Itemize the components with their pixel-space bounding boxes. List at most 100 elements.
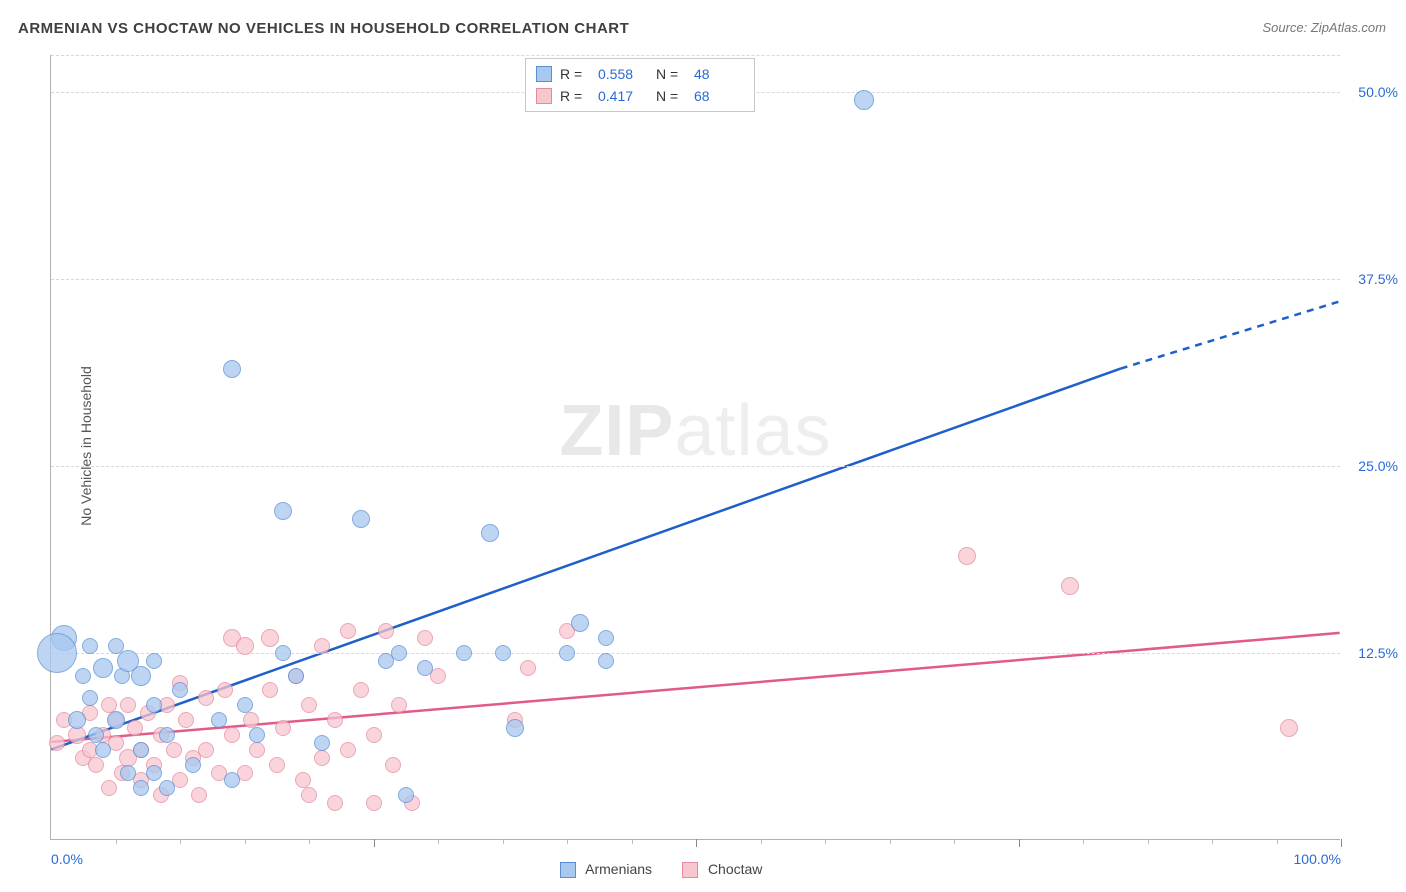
r-value-blue: 0.558 [598,66,648,82]
scatter-point-pink [127,720,143,736]
scatter-point-blue [391,645,407,661]
scatter-point-pink [191,787,207,803]
scatter-point-pink [340,742,356,758]
scatter-point-blue [133,780,149,796]
scatter-point-blue [598,653,614,669]
scatter-point-pink [327,712,343,728]
scatter-point-pink [417,630,433,646]
y-tick-label: 50.0% [1358,84,1398,100]
scatter-point-pink [353,682,369,698]
scatter-point-blue [352,510,370,528]
scatter-point-pink [327,795,343,811]
scatter-point-pink [295,772,311,788]
plot-area: ZIPatlas 12.5%25.0%37.5%50.0%0.0%100.0% [50,55,1340,840]
legend-stats: R = 0.558 N = 48 R = 0.417 N = 68 [525,58,755,112]
x-tick-label: 0.0% [51,851,83,867]
n-label: N = [656,88,686,104]
n-label: N = [656,66,686,82]
scatter-point-pink [1280,719,1298,737]
x-tick [1212,839,1213,844]
scatter-point-blue [88,727,104,743]
x-tick [180,839,181,844]
scatter-point-blue [37,633,77,673]
chart-root: ARMENIAN VS CHOCTAW NO VEHICLES IN HOUSE… [0,0,1406,892]
scatter-point-pink [391,697,407,713]
scatter-point-pink [340,623,356,639]
watermark: ZIPatlas [559,390,831,472]
scatter-point-pink [198,690,214,706]
scatter-point-blue [224,772,240,788]
scatter-point-pink [301,697,317,713]
scatter-point-pink [385,757,401,773]
scatter-point-pink [958,547,976,565]
scatter-point-blue [82,690,98,706]
x-tick [1019,839,1020,847]
scatter-point-blue [82,638,98,654]
source-label: Source: ZipAtlas.com [1262,20,1386,35]
scatter-point-pink [378,623,394,639]
x-tick [761,839,762,844]
scatter-point-blue [274,502,292,520]
scatter-point-pink [178,712,194,728]
scatter-point-pink [243,712,259,728]
legend-stats-row-pink: R = 0.417 N = 68 [536,85,744,107]
scatter-point-pink [120,697,136,713]
scatter-point-blue [481,524,499,542]
scatter-point-pink [236,637,254,655]
scatter-point-blue [146,697,162,713]
scatter-point-blue [559,645,575,661]
scatter-point-pink [224,727,240,743]
n-value-blue: 48 [694,66,744,82]
scatter-point-blue [107,711,125,729]
x-tick [309,839,310,844]
source-prefix: Source: [1262,20,1310,35]
scatter-point-blue [854,90,874,110]
scatter-point-blue [598,630,614,646]
scatter-point-blue [120,765,136,781]
scatter-point-pink [249,742,265,758]
legend-item-blue: Armenians [560,861,652,878]
grid-line [51,55,1340,56]
scatter-point-pink [366,727,382,743]
scatter-point-blue [456,645,472,661]
scatter-point-blue [211,712,227,728]
watermark-zip: ZIP [559,391,674,471]
y-tick-label: 12.5% [1358,645,1398,661]
scatter-point-pink [366,795,382,811]
scatter-point-blue [506,719,524,737]
scatter-point-pink [262,682,278,698]
scatter-point-pink [101,780,117,796]
scatter-point-blue [133,742,149,758]
scatter-point-blue [93,658,113,678]
scatter-point-blue [146,653,162,669]
r-label: R = [560,88,590,104]
x-tick [245,839,246,844]
scatter-point-pink [314,750,330,766]
grid-line [51,466,1340,467]
x-tick [1083,839,1084,844]
chart-title: ARMENIAN VS CHOCTAW NO VEHICLES IN HOUSE… [18,20,629,37]
swatch-blue-icon [536,66,552,82]
scatter-point-blue [68,711,86,729]
scatter-point-blue [131,666,151,686]
scatter-point-blue [237,697,253,713]
swatch-pink-icon [682,862,698,878]
scatter-point-blue [275,645,291,661]
scatter-point-blue [249,727,265,743]
x-tick [1277,839,1278,844]
scatter-point-pink [166,742,182,758]
x-tick-label: 100.0% [1294,851,1341,867]
scatter-point-blue [146,765,162,781]
scatter-point-blue [223,360,241,378]
scatter-point-pink [88,757,104,773]
legend-series: Armenians Choctaw [560,861,762,878]
scatter-point-blue [75,668,91,684]
scatter-point-blue [95,742,111,758]
swatch-blue-icon [560,862,576,878]
x-tick [696,839,697,847]
scatter-point-blue [159,727,175,743]
x-tick [438,839,439,844]
scatter-point-blue [185,757,201,773]
scatter-point-blue [417,660,433,676]
scatter-point-blue [172,682,188,698]
